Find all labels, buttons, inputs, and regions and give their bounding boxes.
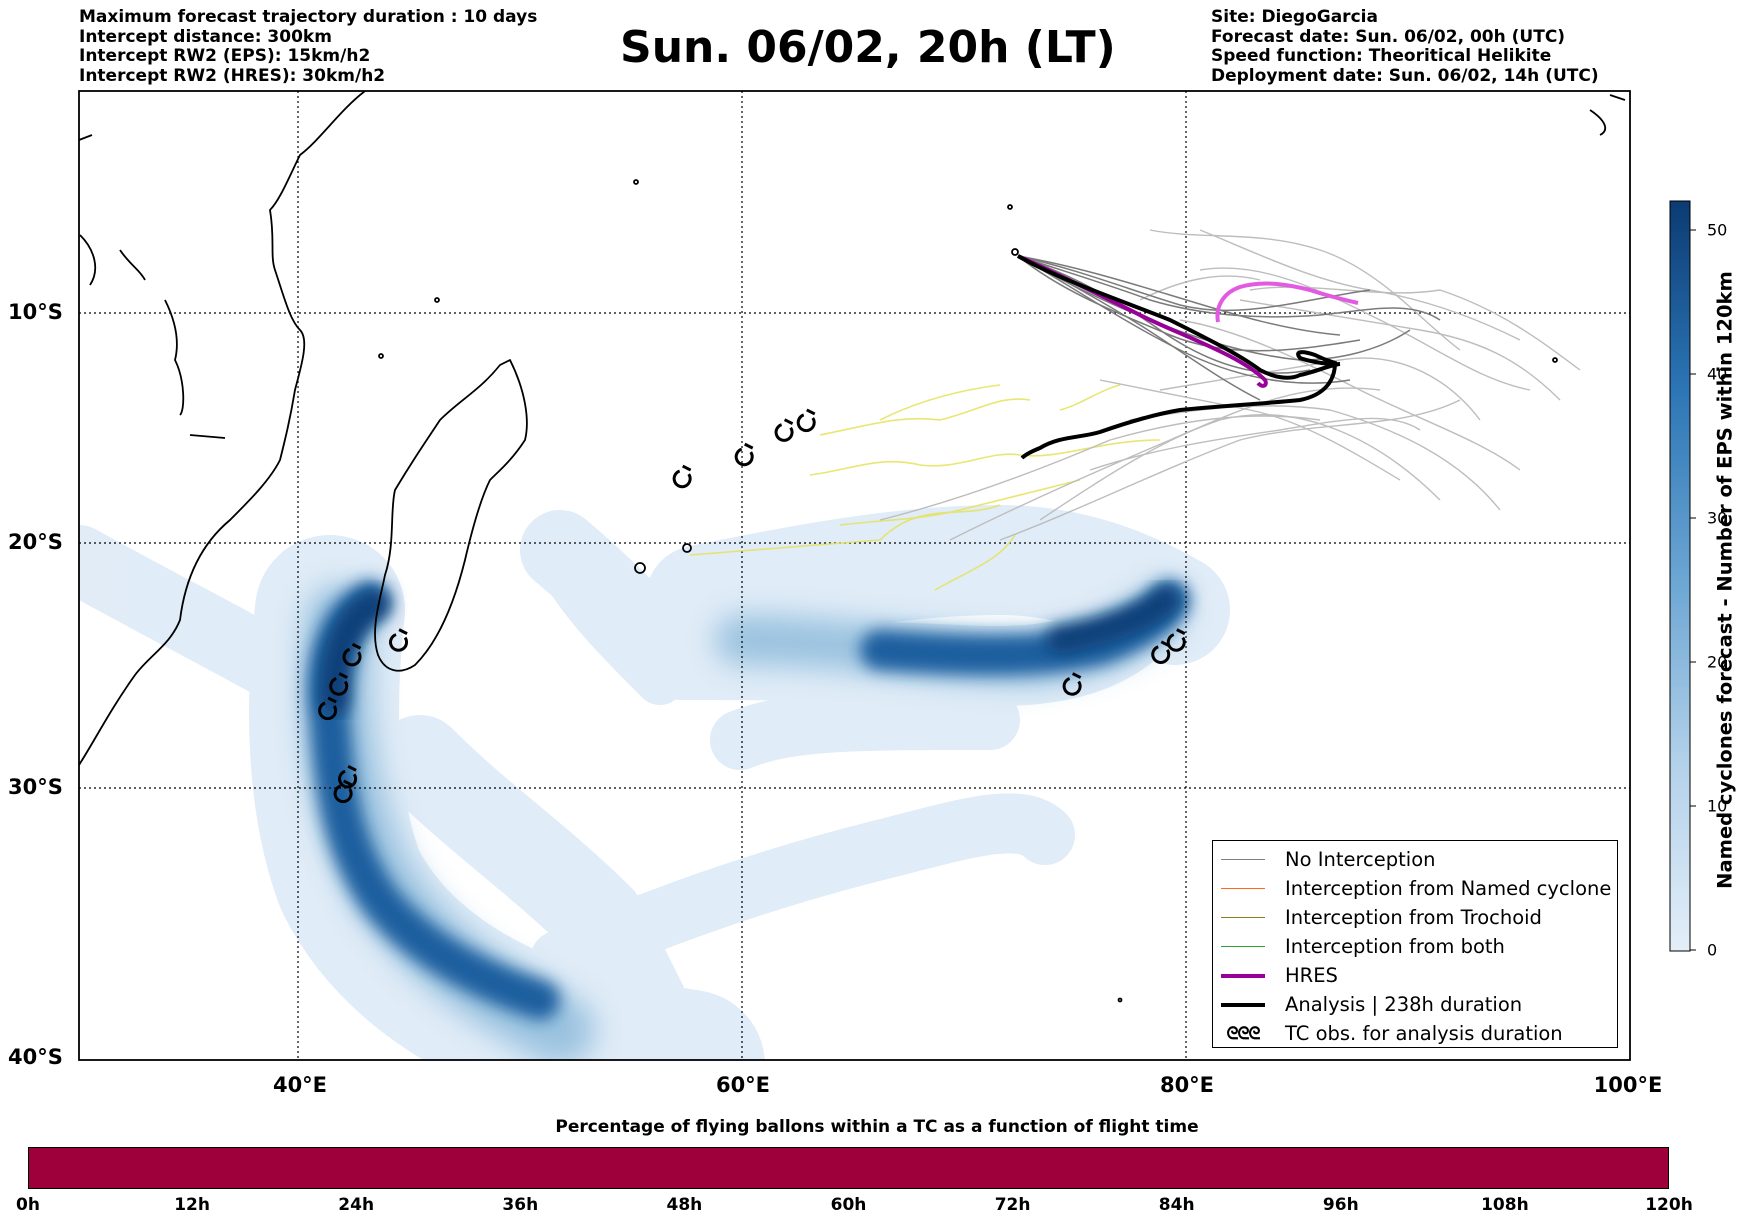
legend-swatch [1221,973,1265,978]
tc-symbol-icon: ᘓᘓᘓ [1226,1023,1261,1044]
legend-label: HRES [1285,964,1338,987]
lon-label-60e: 60°E [715,1073,771,1097]
tc-obs-marker [338,764,358,789]
header-deployment-date: Deployment date: Sun. 06/02, 14h (UTC) [1211,65,1599,86]
colorbar-tick: 30 [1707,508,1728,528]
legend: No Interception Interception from Named … [1212,840,1618,1048]
header-intercept-distance: Intercept distance: 300km [79,26,332,47]
legend-label: Interception from Named cyclone [1285,877,1612,900]
legend-item-trochoid: Interception from Trochoid [1221,903,1617,932]
graticule [79,91,1630,1060]
analysis-track [1017,254,1341,460]
lat-label-40s: 40°S [8,1045,63,1069]
header-forecast-date: Forecast date: Sun. 06/02, 00h (UTC) [1211,26,1566,47]
legend-label: Analysis | 238h duration [1285,993,1523,1016]
legend-swatch [1221,859,1265,860]
flight-bar-tick: 84h [1158,1195,1195,1215]
tc-obs-marker [329,672,349,696]
flight-bar-tick: 108h [1481,1195,1529,1215]
legend-swatch [1221,1002,1265,1007]
legend-swatch [1221,946,1265,947]
tc-obs-marker [672,464,692,489]
tc-obs-marker [389,628,409,652]
tc-obs-marker [796,408,816,433]
header-right: Site: DiegoGarcia Forecast date: Sun. 06… [1211,7,1599,86]
legend-item-analysis: Analysis | 238h duration [1221,990,1617,1019]
flight-bar-tick: 12h [174,1195,210,1215]
legend-label: Interception from both [1285,935,1505,958]
tc-obs-marker [333,779,353,804]
lat-label-30s: 30°S [8,775,63,799]
tc-obs-marker [774,418,794,442]
main-title: Sun. 06/02, 20h (LT) [620,22,1116,73]
legend-label: Interception from Trochoid [1285,906,1542,929]
legend-label: TC obs. for analysis duration [1285,1022,1563,1045]
lon-label-100e: 100°E [1593,1073,1663,1097]
colorbar-tick: 0 [1707,940,1718,960]
flight-bar-tick: 36h [502,1195,539,1215]
header-intercept-eps: Intercept RW2 (EPS): 15km/h2 [79,46,371,66]
lon-label-40e: 40°E [272,1073,328,1097]
lat-label-20s: 20°S [8,530,63,554]
flight-bar-tick: 72h [994,1195,1031,1215]
tc-obs-marker [342,642,362,667]
eps-density-peak [320,586,1179,715]
flight-bar-tick: 60h [830,1195,867,1215]
flight-bar-tick: 120h [1645,1195,1693,1215]
legend-label: No Interception [1285,848,1436,871]
header-left: Maximum forecast trajectory duration : 1… [79,7,538,86]
coastlines [79,91,1626,1003]
header-max-duration: Maximum forecast trajectory duration : 1… [79,7,538,27]
colorbar-tick: 50 [1707,220,1728,240]
legend-item-both: Interception from both [1221,932,1617,961]
flight-bar-tick: 24h [338,1195,375,1215]
legend-item-hres: HRES [1221,961,1617,990]
colorbar-tick: 20 [1707,652,1728,672]
legend-swatch [1221,888,1265,889]
colorbar [1669,200,1696,952]
tc-obs-marker [318,696,338,721]
flight-bar-title: Percentage of flying ballons within a TC… [555,1117,1199,1137]
tc-obs-marker [1062,672,1082,696]
tc-obs-marker [1166,628,1186,652]
flight-bar-tick: 0h [16,1195,40,1215]
legend-item-named-cyclone: Interception from Named cyclone [1221,874,1617,903]
header-speed-function: Speed function: Theoritical Helikite [1211,46,1552,66]
flight-time-bar [28,1147,1669,1189]
eps-trajectories-light [879,229,1581,541]
flight-bar-tick: 48h [666,1195,703,1215]
tc-obs-symbols [318,408,1186,804]
legend-item-tc-obs: ᘓᘓᘓ TC obs. for analysis duration [1221,1019,1617,1048]
legend-swatch [1221,917,1265,918]
header-site: Site: DiegoGarcia [1211,7,1378,27]
tc-obs-marker [734,442,754,467]
colorbar-tick: 40 [1707,364,1728,384]
flight-bar-tick: 96h [1322,1195,1359,1215]
lon-label-80e: 80°E [1159,1073,1215,1097]
lat-label-10s: 10°S [8,300,63,324]
header-intercept-hres: Intercept RW2 (HRES): 30km/h2 [79,65,386,86]
colorbar-tick: 10 [1707,796,1728,816]
hres-track-magenta [1215,281,1359,323]
map-frame [78,90,1631,1061]
legend-item-no-interception: No Interception [1221,845,1617,874]
